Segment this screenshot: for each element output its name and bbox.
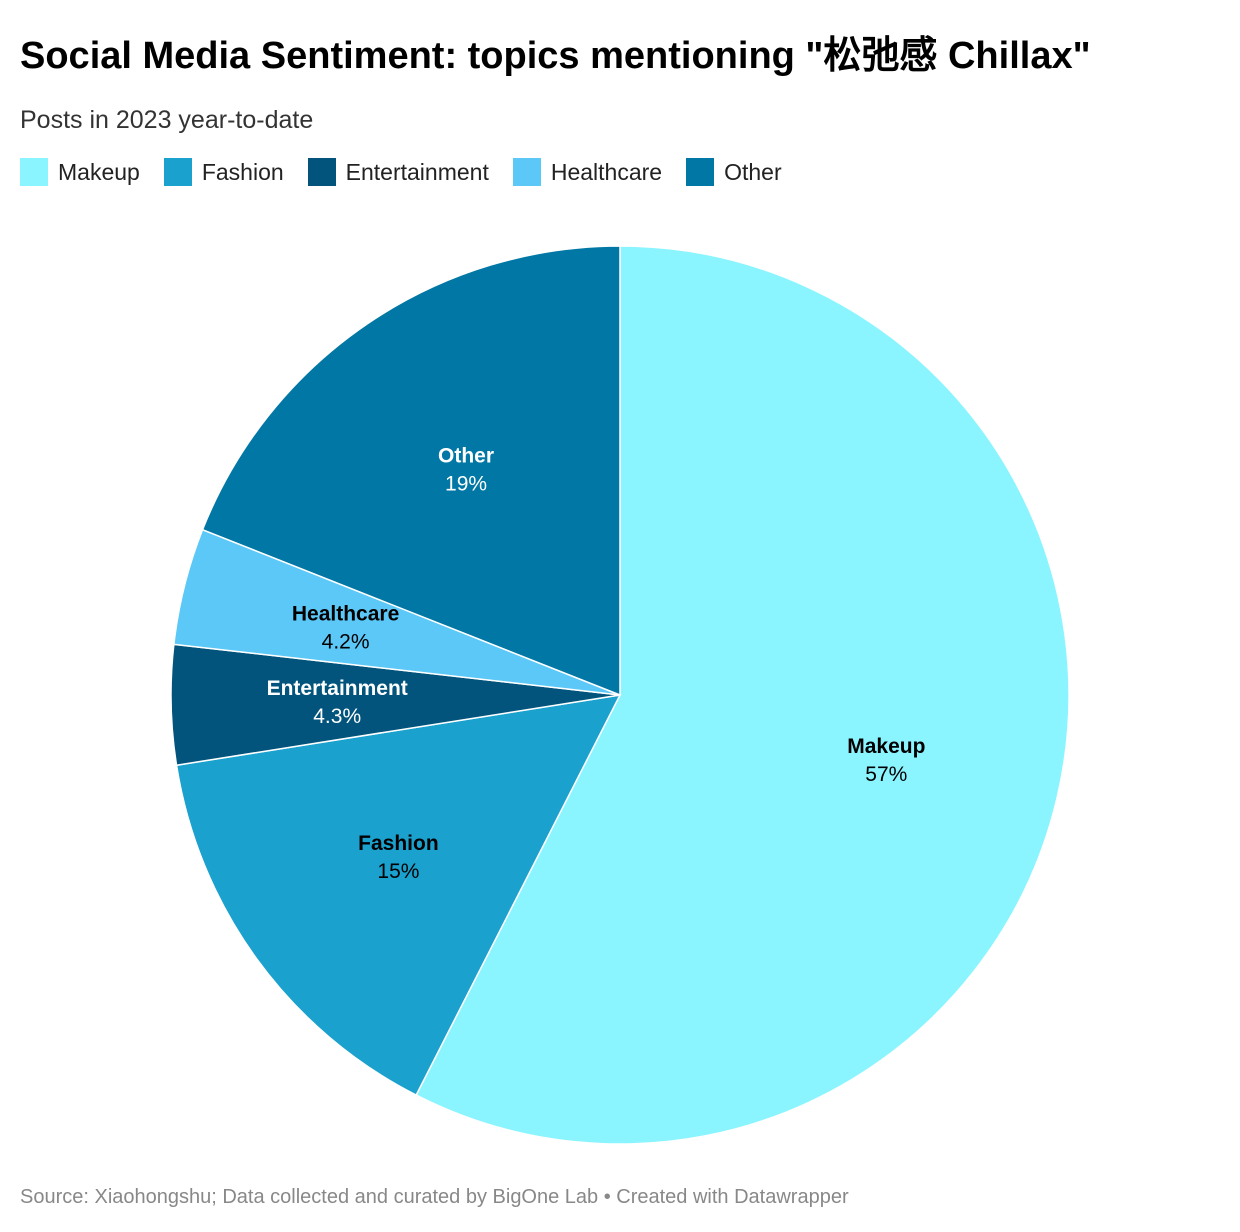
legend-item-makeup: Makeup [20,156,140,188]
slice-label-other: Other [438,444,494,467]
legend-swatch [307,158,336,186]
legend-item-entertainment: Entertainment [307,156,489,188]
slice-value-makeup: 57% [865,763,907,786]
slice-value-entertainment: 4.3% [313,705,361,728]
legend-item-other: Other [686,156,782,188]
slice-value-other: 19% [445,472,487,495]
slice-value-healthcare: 4.2% [322,630,370,653]
legend-label: Fashion [201,159,284,185]
slice-value-fashion: 15% [377,860,419,883]
legend-swatch [163,158,192,186]
pie-slice-makeup [415,245,1070,1145]
pie-slice-fashion [175,694,622,1097]
slice-label-entertainment: Entertainment [267,677,408,700]
legend-item-fashion: Fashion [163,156,284,188]
legend: Makeup Fashion Entertainment Healthcare Othe… [20,156,806,188]
legend-swatch [512,158,541,186]
slice-label-makeup: Makeup [847,735,925,758]
legend-item-healthcare: Healthcare [512,156,663,188]
source-note: Source: Xiaohongshu; Data collected and … [20,1186,849,1208]
chart-title: Social Media Sentiment: topics mentionin… [20,35,1091,77]
legend-swatch [20,158,48,186]
chart-subtitle: Posts in 2023 year-to-date [20,106,314,134]
legend-label: Entertainment [345,159,489,185]
legend-label: Healthcare [550,159,663,185]
slice-label-fashion: Fashion [358,832,439,855]
legend-label: Makeup [58,159,140,185]
slice-label-healthcare: Healthcare [292,602,399,625]
pie-slice-other [201,245,621,697]
legend-swatch [686,158,715,186]
legend-label: Other [724,159,782,185]
